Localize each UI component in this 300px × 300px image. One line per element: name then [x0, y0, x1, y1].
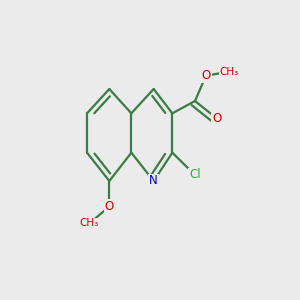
Text: O: O [105, 200, 114, 213]
Text: CH₃: CH₃ [80, 218, 99, 228]
Text: CH₃: CH₃ [220, 67, 239, 77]
Text: O: O [212, 112, 221, 125]
Text: O: O [201, 69, 211, 82]
Text: N: N [149, 175, 158, 188]
Text: Cl: Cl [189, 169, 201, 182]
